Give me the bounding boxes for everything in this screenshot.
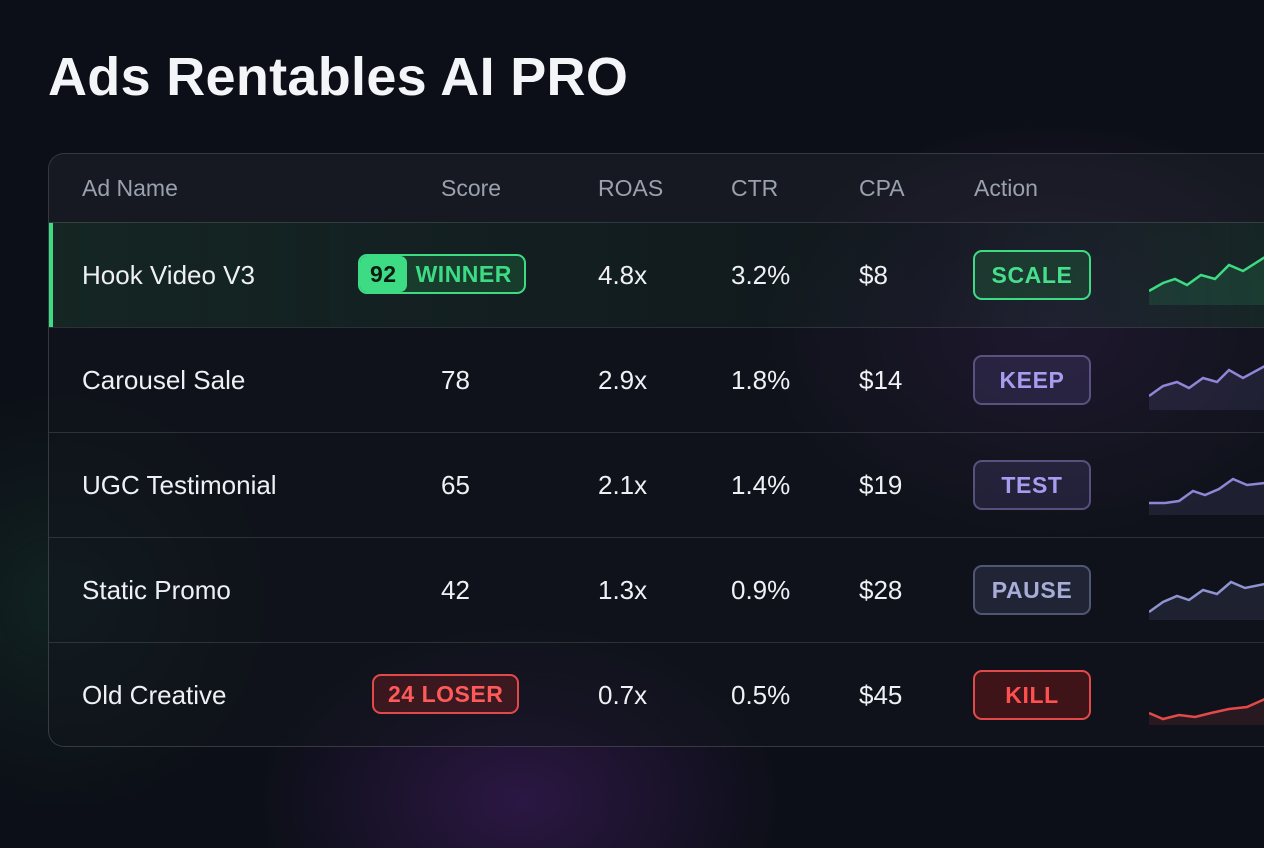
- ad-name: Carousel Sale: [82, 365, 246, 395]
- score-badge: 24 LOSER: [372, 674, 520, 714]
- sparkline-area: [1149, 479, 1264, 515]
- score-value: 24: [388, 680, 415, 707]
- sparkline-area: [1149, 257, 1264, 305]
- sparkline: [1149, 477, 1264, 515]
- sparkline-line: [1149, 477, 1264, 505]
- sparkline: [1149, 365, 1264, 410]
- ctr-value: 3.2%: [731, 260, 791, 290]
- cpa-value: $45: [859, 680, 903, 710]
- table-row: Carousel Sale 78 2.9x 1.8% $14 KEEP: [49, 327, 1264, 432]
- ad-name: Static Promo: [82, 575, 231, 605]
- sparkline-line: [1149, 365, 1264, 398]
- ctr-value: 0.5%: [731, 680, 791, 710]
- ad-name: Hook Video V3: [82, 260, 255, 290]
- ad-name: UGC Testimonial: [82, 470, 277, 500]
- table-row: Static Promo 42 1.3x 0.9% $28 PAUSE: [49, 537, 1264, 642]
- roas-value: 1.3x: [598, 575, 648, 605]
- roas-value: 2.1x: [598, 470, 648, 500]
- sparkline: [1149, 256, 1264, 305]
- action-button[interactable]: TEST: [973, 460, 1091, 510]
- column-header: Score: [441, 175, 502, 201]
- column-header: Ad Name: [82, 175, 178, 201]
- sparkline: [1149, 580, 1264, 620]
- score-label: LOSER: [421, 680, 504, 707]
- column-header: ROAS: [598, 175, 664, 201]
- page-title: Ads Rentables AI PRO: [48, 47, 629, 107]
- sparkline-line: [1149, 580, 1264, 614]
- score-value: 92: [360, 256, 407, 292]
- ctr-value: 1.8%: [731, 365, 791, 395]
- sparkline-area: [1149, 582, 1264, 620]
- column-header: CPA: [859, 175, 905, 201]
- cpa-value: $28: [859, 575, 903, 605]
- cpa-value: $14: [859, 365, 903, 395]
- sparkline: [1149, 698, 1264, 725]
- ads-table: Ad Name Score ROAS CTR CPA Action Hook Video …: [48, 153, 1264, 747]
- score-value: 65: [441, 470, 470, 500]
- action-button[interactable]: SCALE: [973, 250, 1091, 300]
- column-header: CTR: [731, 175, 779, 201]
- roas-value: 2.9x: [598, 365, 648, 395]
- score-label: WINNER: [415, 260, 512, 287]
- table-row: Hook Video V3 92 WINNER 4.8x 3.2% $8 SCALE: [49, 222, 1264, 327]
- table-header: Ad Name Score ROAS CTR CPA Action: [49, 154, 1264, 222]
- ad-name: Old Creative: [82, 680, 227, 710]
- sparkline-line: [1149, 698, 1264, 721]
- action-button[interactable]: KEEP: [973, 355, 1091, 405]
- score-value: 42: [441, 575, 470, 605]
- ctr-value: 0.9%: [731, 575, 791, 605]
- roas-value: 4.8x: [598, 260, 648, 290]
- sparkline-area: [1149, 699, 1264, 725]
- score-value: 78: [441, 365, 470, 395]
- ctr-value: 1.4%: [731, 470, 791, 500]
- table-row: Old Creative 24 LOSER 0.7x 0.5% $45 KILL: [49, 642, 1264, 746]
- cpa-value: $8: [859, 260, 888, 290]
- table-row: UGC Testimonial 65 2.1x 1.4% $19 TEST: [49, 432, 1264, 537]
- cpa-value: $19: [859, 470, 903, 500]
- roas-value: 0.7x: [598, 680, 648, 710]
- action-button[interactable]: KILL: [973, 670, 1091, 720]
- column-header: Action: [974, 175, 1038, 201]
- score-badge: 92 WINNER: [358, 254, 526, 294]
- sparkline-line: [1149, 256, 1264, 293]
- sparkline-area: [1149, 366, 1264, 410]
- action-button[interactable]: PAUSE: [973, 565, 1091, 615]
